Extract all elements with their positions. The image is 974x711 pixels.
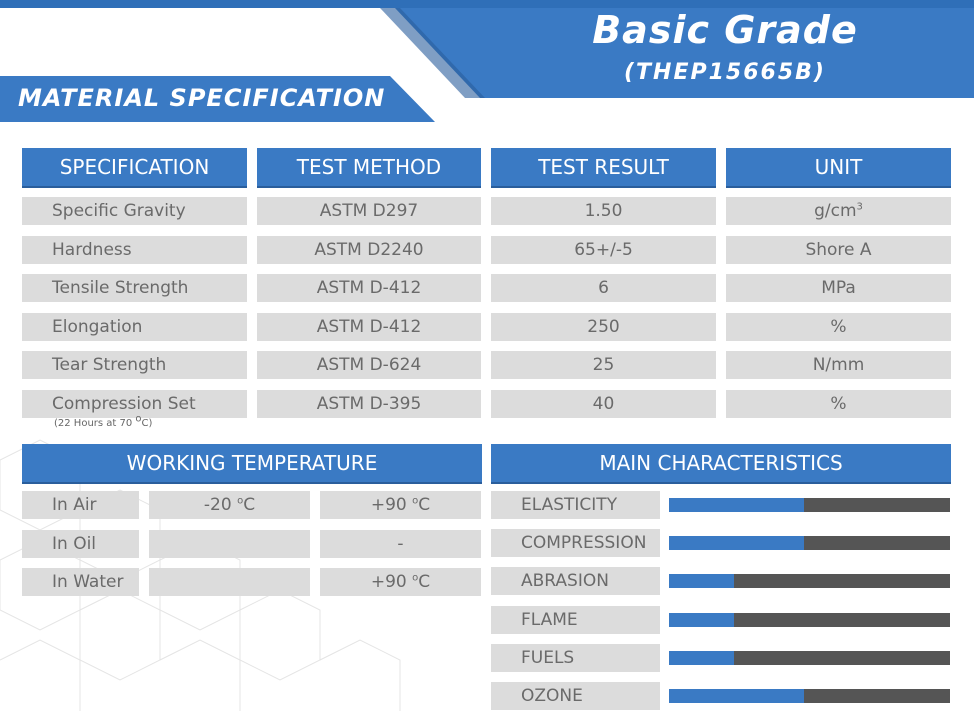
- min-temp-value: -20: [203, 495, 238, 515]
- unit-text: MPa: [821, 278, 856, 298]
- characteristic-bar-fill: [669, 651, 734, 665]
- compression-set-note: (22 Hours at 70 oC): [54, 414, 153, 429]
- characteristic-label: ABRASION: [491, 567, 660, 595]
- characteristic-bar-track: [669, 498, 950, 512]
- characteristic-label: COMPRESSION: [491, 529, 660, 557]
- degree-mark: o: [412, 572, 419, 584]
- main-characteristics-header: MAIN CHARACTERISTICS: [491, 444, 951, 484]
- characteristic-bar-fill: [669, 536, 804, 550]
- test-result-cell: 40: [491, 390, 716, 418]
- spec-name-cell: Hardness: [22, 236, 247, 264]
- test-result-cell: 6: [491, 274, 716, 302]
- characteristic-bar-fill: [669, 689, 804, 703]
- characteristic-bar-track: [669, 574, 950, 588]
- spec-name-cell: Tensile Strength: [22, 274, 247, 302]
- unit-cell: Shore A: [726, 236, 951, 264]
- test-method-cell: ASTM D-624: [257, 351, 481, 379]
- section-title: MATERIAL SPECIFICATION: [18, 84, 386, 112]
- test-method-cell: ASTM D297: [257, 197, 481, 225]
- unit-cell: %: [726, 390, 951, 418]
- characteristic-bar-fill: [669, 574, 734, 588]
- unit-cell: g/cm3: [726, 197, 951, 225]
- characteristic-label: FUELS: [491, 644, 660, 672]
- characteristic-bar-track: [669, 613, 950, 627]
- max-temp-cell: +90 oC: [320, 568, 481, 596]
- characteristic-bar-fill: [669, 498, 804, 512]
- unit-cell: %: [726, 313, 951, 341]
- max-temp-unit: C: [418, 495, 431, 515]
- max-temp-value: +90: [370, 572, 413, 592]
- min-temp-cell: -20 oC: [149, 491, 310, 519]
- medium-label: In Water: [22, 568, 139, 596]
- unit-superscript: 3: [856, 201, 863, 213]
- spec-name-cell: Specific Gravity: [22, 197, 247, 225]
- unit-text: N/mm: [812, 355, 865, 375]
- note-degree: o: [135, 413, 142, 425]
- test-result-cell: 65+/-5: [491, 236, 716, 264]
- degree-mark: o: [237, 495, 244, 507]
- unit-cell: MPa: [726, 274, 951, 302]
- degree-mark: o: [412, 495, 419, 507]
- spec-name-cell: Compression Set: [22, 390, 247, 418]
- min-temp-cell: [149, 568, 310, 596]
- spec-header-test-method: TEST METHOD: [257, 148, 481, 188]
- characteristic-bar-track: [669, 689, 950, 703]
- spec-name-cell: Elongation: [22, 313, 247, 341]
- characteristic-bar-fill: [669, 613, 734, 627]
- note-prefix: (22 Hours at 70: [54, 418, 136, 429]
- test-result-cell: 250: [491, 313, 716, 341]
- max-temp-value: -: [397, 534, 404, 554]
- characteristic-label: ELASTICITY: [491, 491, 660, 519]
- test-method-cell: ASTM D2240: [257, 236, 481, 264]
- medium-label: In Oil: [22, 530, 139, 558]
- max-temp-unit: C: [418, 572, 431, 592]
- header-banner: [0, 0, 974, 122]
- unit-text: Shore A: [805, 240, 872, 260]
- unit-text: %: [830, 394, 847, 414]
- unit-cell: N/mm: [726, 351, 951, 379]
- unit-text: g/cm: [814, 201, 857, 221]
- spec-header-unit: UNIT: [726, 148, 951, 188]
- spec-header-specification: SPECIFICATION: [22, 148, 247, 188]
- product-code: (THEP15665B): [624, 60, 826, 85]
- min-temp-unit: C: [243, 495, 256, 515]
- characteristic-label: FLAME: [491, 606, 660, 634]
- min-temp-cell: [149, 530, 310, 558]
- test-method-cell: ASTM D-395: [257, 390, 481, 418]
- max-temp-cell: +90 oC: [320, 491, 481, 519]
- characteristic-bar-track: [669, 536, 950, 550]
- note-suffix: C): [141, 418, 153, 429]
- spec-name-cell: Tear Strength: [22, 351, 247, 379]
- max-temp-cell: -: [320, 530, 481, 558]
- spec-header-test-result: TEST RESULT: [491, 148, 716, 188]
- characteristic-label: OZONE: [491, 682, 660, 710]
- working-temperature-header: WORKING TEMPERATURE: [22, 444, 482, 484]
- max-temp-value: +90: [370, 495, 413, 515]
- medium-label: In Air: [22, 491, 139, 519]
- test-method-cell: ASTM D-412: [257, 313, 481, 341]
- test-result-cell: 25: [491, 351, 716, 379]
- unit-text: %: [830, 317, 847, 337]
- product-title: Basic Grade: [592, 8, 858, 52]
- characteristic-bar-track: [669, 651, 950, 665]
- test-result-cell: 1.50: [491, 197, 716, 225]
- test-method-cell: ASTM D-412: [257, 274, 481, 302]
